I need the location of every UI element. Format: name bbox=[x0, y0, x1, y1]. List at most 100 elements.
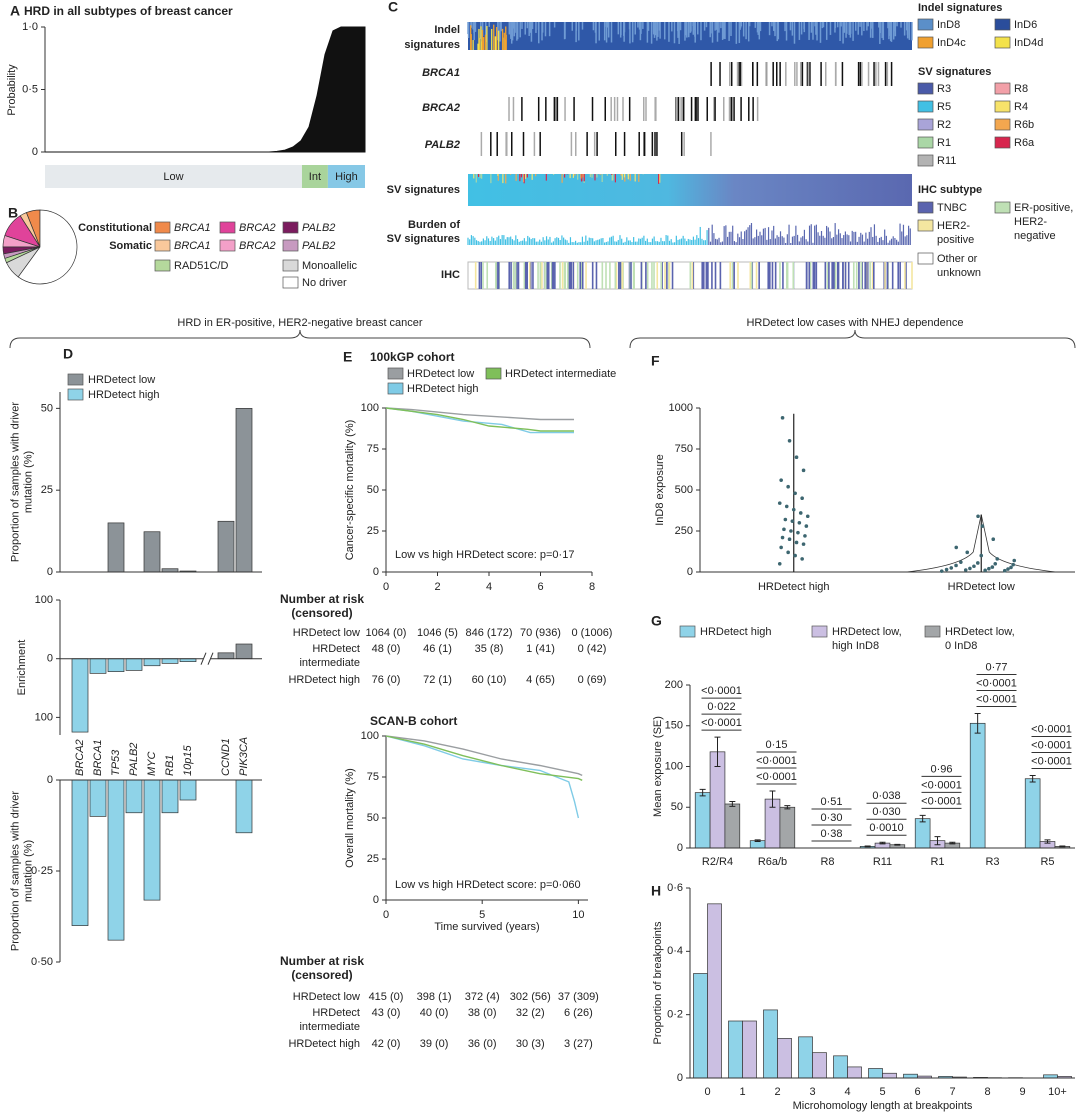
legend-label: InD6 bbox=[1014, 19, 1037, 31]
risk-cell: 48 (0) bbox=[372, 643, 401, 655]
legend-title: IHC subtype bbox=[918, 184, 982, 196]
x-tick-label: R1 bbox=[930, 856, 944, 868]
chart-title: HRD in all subtypes of breast cancer bbox=[24, 4, 233, 18]
error-bar bbox=[714, 736, 721, 767]
legend-label: InD4c bbox=[937, 37, 966, 49]
section-brace bbox=[9, 329, 591, 349]
y-axis-label: Probability bbox=[6, 64, 18, 116]
p-value: <0·0001 bbox=[921, 795, 962, 807]
legend-label: No driver bbox=[302, 277, 347, 289]
error-bar bbox=[769, 790, 776, 808]
y-tick-label: 0 bbox=[47, 774, 53, 786]
legend-swatch bbox=[917, 252, 934, 265]
legend-label: BRCA2 bbox=[239, 222, 276, 234]
section-brace bbox=[629, 329, 1076, 349]
legend-swatch bbox=[282, 221, 299, 234]
point bbox=[779, 545, 783, 550]
point bbox=[949, 566, 954, 570]
x-tick-label: 6 bbox=[537, 581, 543, 593]
panel-letter: E bbox=[343, 349, 352, 365]
track-texture bbox=[468, 174, 912, 206]
p-value: <0·0001 bbox=[921, 779, 962, 791]
point bbox=[782, 527, 786, 532]
error-bar bbox=[1029, 774, 1036, 783]
legend-swatch bbox=[994, 201, 1011, 214]
bar bbox=[812, 1052, 827, 1079]
panel-letter: A bbox=[10, 3, 20, 19]
track-label: Burden of bbox=[408, 219, 460, 231]
risk-row-label: intermediate bbox=[299, 1021, 360, 1033]
point bbox=[789, 529, 793, 533]
y-tick-label: 50 bbox=[671, 801, 683, 813]
risk-row-label: HRDetect low bbox=[293, 627, 360, 639]
legend-group: Somatic bbox=[109, 240, 152, 252]
x-tick-label: 9 bbox=[1019, 1086, 1025, 1098]
risk-table-title: Number at risk bbox=[280, 592, 364, 606]
p-value: <0·0001 bbox=[976, 693, 1017, 705]
track-label: IHC bbox=[441, 269, 460, 281]
x-tick-label: CCND1 bbox=[220, 738, 232, 776]
legend-label: negative bbox=[1014, 230, 1056, 242]
risk-cell: 846 (172) bbox=[465, 627, 512, 639]
legend-label: HRDetect intermediate bbox=[505, 368, 616, 380]
x-axis-label: Time survived (years) bbox=[434, 921, 539, 933]
panel-letter: H bbox=[651, 883, 661, 899]
risk-cell: 302 (56) bbox=[510, 991, 551, 1003]
x-tick-label: HRDetect low bbox=[948, 581, 1015, 593]
bar bbox=[882, 1072, 897, 1079]
risk-table-title: (censored) bbox=[291, 968, 352, 982]
error-bar bbox=[1059, 845, 1066, 848]
bar bbox=[89, 779, 107, 817]
point bbox=[793, 553, 797, 558]
p-value: 0·0010 bbox=[869, 822, 903, 834]
bar bbox=[235, 408, 253, 573]
legend-label: HRDetect low, bbox=[832, 626, 902, 638]
risk-cell: 46 (1) bbox=[423, 643, 452, 655]
x-tick-label: RB1 bbox=[164, 755, 176, 776]
point bbox=[987, 566, 991, 571]
x-tick-label: R11 bbox=[873, 856, 892, 868]
risk-cell: 0 (42) bbox=[578, 643, 607, 655]
error-bar bbox=[729, 801, 736, 807]
legend-swatch bbox=[917, 82, 934, 95]
y-tick-label: 25 bbox=[41, 484, 53, 496]
bar bbox=[694, 792, 711, 849]
legend-swatch bbox=[154, 239, 171, 252]
survival-curve bbox=[385, 735, 580, 819]
legend-swatch bbox=[679, 625, 696, 638]
panel-letter: C bbox=[388, 0, 398, 15]
point bbox=[777, 562, 782, 566]
legend-label: HRDetect low bbox=[407, 368, 474, 380]
legend-label: BRCA1 bbox=[174, 222, 211, 234]
risk-cell: 1064 (0) bbox=[366, 627, 407, 639]
y-tick-label: 100 bbox=[35, 594, 53, 606]
x-tick-label: MYC bbox=[146, 752, 158, 777]
legend-label: positive bbox=[937, 234, 974, 246]
risk-cell: 4 (65) bbox=[526, 674, 555, 686]
point bbox=[798, 511, 803, 515]
x-tick-label: R3 bbox=[985, 856, 999, 868]
section-header: HRD in ER-positive, HER2-negative breast… bbox=[177, 317, 422, 329]
y-tick-label: 100 bbox=[361, 730, 379, 742]
p-value: <0·0001 bbox=[756, 771, 797, 783]
point bbox=[963, 568, 968, 572]
point bbox=[1012, 558, 1017, 563]
y-tick-label: 500 bbox=[675, 484, 693, 496]
bar bbox=[693, 973, 708, 1079]
legend-label: HRDetect high bbox=[407, 383, 479, 395]
risk-row-label: intermediate bbox=[299, 657, 360, 669]
point bbox=[787, 439, 792, 443]
legend-swatch bbox=[994, 118, 1011, 131]
legend-title: Indel signatures bbox=[918, 2, 1002, 14]
legend-label: HRDetect high bbox=[700, 626, 772, 638]
p-value: 0·030 bbox=[872, 806, 900, 818]
hrd-band bbox=[327, 165, 365, 188]
legend-label: HRDetect low, bbox=[945, 626, 1015, 638]
bar bbox=[707, 903, 722, 1079]
legend-label: HER2- bbox=[937, 220, 970, 232]
y-tick-label: 100 bbox=[35, 711, 53, 723]
legend-label: HER2- bbox=[1014, 216, 1047, 228]
legend-label: R5 bbox=[937, 101, 951, 113]
legend-swatch bbox=[387, 367, 404, 380]
y-tick-label: 0·5 bbox=[22, 83, 38, 95]
